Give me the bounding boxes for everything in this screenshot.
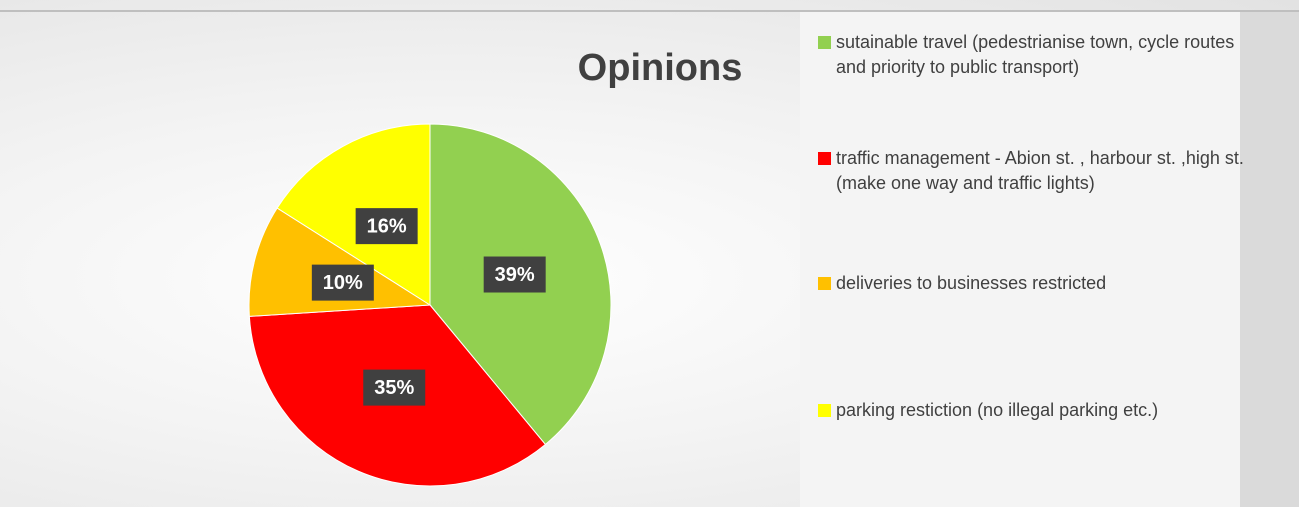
legend-swatch [818,404,831,417]
data-label-box [363,369,426,406]
data-label: 39% [495,264,535,286]
legend-label: sutainable travel (pedestrianise town, c… [836,32,1235,77]
data-label: 10% [323,272,363,294]
right-strip [1240,12,1299,507]
legend-item: sutainable travel (pedestrianise town, c… [818,30,1246,80]
top-border [0,10,1299,12]
legend-item: parking restiction (no illegal parking e… [818,398,1246,423]
pie-slice [248,207,432,317]
legend-label: deliveries to businesses restricted [836,273,1107,293]
legend-swatch [818,152,831,165]
pie-slice [276,123,431,306]
legend-swatch [818,277,831,290]
data-label-box [483,256,546,293]
data-label-box [311,264,374,301]
legend-label: traffic management - Abion st. , harbour… [836,148,1244,193]
legend-item: traffic management - Abion st. , harbour… [818,146,1246,196]
chart-title: Opinions [578,47,743,89]
data-label: 16% [367,215,407,237]
legend-item: deliveries to businesses restricted [818,271,1246,296]
legend-label: parking restiction (no illegal parking e… [836,400,1159,420]
legend-swatch [818,36,831,49]
data-label-box [355,208,418,245]
data-label: 35% [374,377,414,399]
legend-panel [800,12,1240,507]
